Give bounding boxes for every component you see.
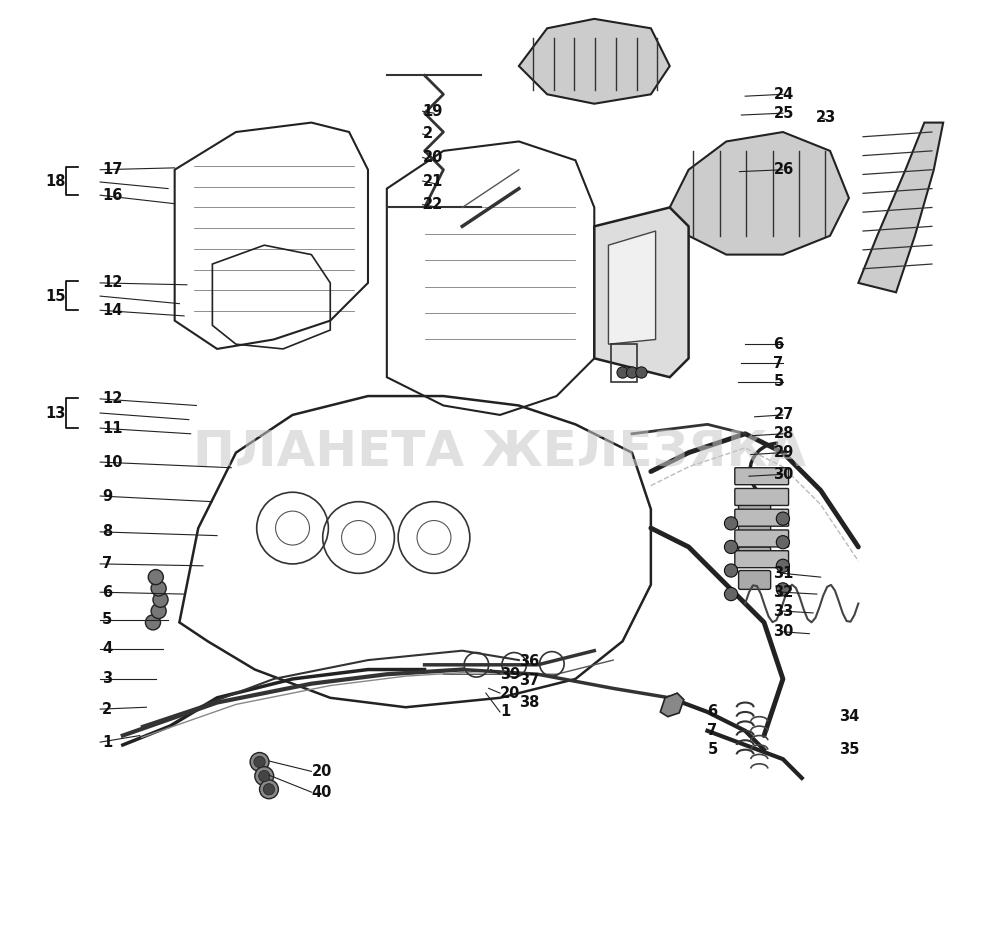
Text: 11: 11: [102, 421, 123, 436]
Text: 7: 7: [773, 356, 784, 371]
Polygon shape: [519, 19, 670, 104]
Text: 35: 35: [839, 742, 860, 757]
Circle shape: [255, 767, 274, 786]
Text: 21: 21: [423, 174, 443, 189]
Text: 8: 8: [102, 524, 112, 539]
Circle shape: [148, 570, 163, 585]
Text: ПЛАНЕТА ЖЕЛЕЗЯКА: ПЛАНЕТА ЖЕЛЕЗЯКА: [193, 429, 807, 476]
Text: 15: 15: [45, 289, 66, 304]
Text: 2: 2: [102, 702, 112, 717]
Text: 33: 33: [773, 604, 794, 619]
Text: 5: 5: [707, 742, 718, 757]
Polygon shape: [594, 207, 689, 377]
Text: 5: 5: [773, 374, 784, 389]
Text: 13: 13: [45, 405, 66, 421]
Circle shape: [151, 581, 166, 596]
Circle shape: [724, 517, 738, 530]
Text: 16: 16: [102, 188, 122, 203]
Circle shape: [260, 780, 278, 799]
Circle shape: [151, 604, 166, 619]
Text: 6: 6: [773, 337, 784, 352]
Text: 7: 7: [102, 556, 112, 571]
Text: 5: 5: [102, 612, 112, 627]
Polygon shape: [858, 123, 943, 292]
Polygon shape: [660, 693, 684, 717]
Text: 12: 12: [102, 391, 122, 406]
Text: 28: 28: [773, 426, 794, 441]
Polygon shape: [670, 132, 849, 255]
Text: 22: 22: [423, 197, 443, 212]
Text: 7: 7: [707, 723, 718, 738]
Text: 4: 4: [102, 641, 112, 656]
Circle shape: [776, 583, 790, 596]
Text: 1: 1: [102, 735, 112, 750]
Text: 19: 19: [423, 104, 443, 119]
Text: 18: 18: [45, 174, 66, 190]
FancyBboxPatch shape: [739, 571, 771, 589]
Text: 32: 32: [773, 585, 794, 600]
FancyBboxPatch shape: [739, 523, 771, 542]
FancyBboxPatch shape: [735, 488, 789, 505]
Text: 25: 25: [773, 106, 794, 121]
Circle shape: [626, 367, 638, 378]
Circle shape: [263, 784, 275, 795]
Text: 2: 2: [423, 126, 433, 141]
Circle shape: [254, 756, 265, 768]
Text: 12: 12: [102, 275, 122, 290]
Circle shape: [724, 540, 738, 554]
Text: 14: 14: [102, 303, 122, 318]
Circle shape: [776, 559, 790, 572]
Circle shape: [776, 512, 790, 525]
Circle shape: [724, 587, 738, 601]
Circle shape: [617, 367, 628, 378]
Text: 27: 27: [773, 407, 794, 422]
Text: 20: 20: [423, 150, 443, 165]
Circle shape: [776, 536, 790, 549]
Text: 37: 37: [519, 673, 539, 688]
FancyBboxPatch shape: [739, 547, 771, 566]
Text: 24: 24: [773, 87, 794, 102]
FancyBboxPatch shape: [735, 551, 789, 568]
FancyBboxPatch shape: [739, 500, 771, 519]
Text: 38: 38: [519, 695, 539, 710]
Text: 29: 29: [773, 445, 794, 460]
FancyBboxPatch shape: [735, 509, 789, 526]
Text: 3: 3: [102, 671, 112, 687]
Text: 17: 17: [102, 162, 122, 177]
Text: 30: 30: [773, 467, 794, 482]
Text: 31: 31: [773, 566, 794, 581]
Text: 26: 26: [773, 162, 794, 177]
FancyBboxPatch shape: [735, 468, 789, 485]
Text: 6: 6: [707, 704, 718, 720]
Circle shape: [153, 592, 168, 607]
Circle shape: [259, 770, 270, 782]
Text: 34: 34: [839, 709, 860, 724]
Text: 23: 23: [816, 110, 836, 125]
Text: 39: 39: [500, 667, 520, 682]
FancyBboxPatch shape: [735, 530, 789, 547]
Circle shape: [250, 753, 269, 771]
Polygon shape: [608, 231, 656, 344]
Text: 20: 20: [500, 686, 520, 701]
Text: 9: 9: [102, 488, 112, 504]
Text: 10: 10: [102, 455, 123, 470]
Circle shape: [145, 615, 161, 630]
Text: 30: 30: [773, 624, 794, 639]
Circle shape: [636, 367, 647, 378]
Circle shape: [724, 564, 738, 577]
Text: 6: 6: [102, 585, 112, 600]
Text: 36: 36: [519, 654, 539, 670]
Text: 40: 40: [311, 785, 332, 800]
Text: 1: 1: [500, 704, 510, 720]
Text: 20: 20: [311, 764, 332, 779]
